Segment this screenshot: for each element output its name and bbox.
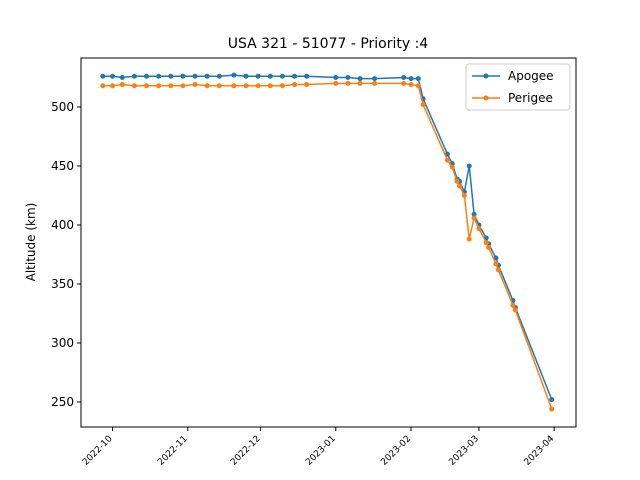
marker [204,73,210,79]
marker [408,82,414,88]
x-tick-label: 2023-01 [304,434,338,468]
marker [420,102,426,108]
marker [444,157,450,163]
marker [216,83,222,89]
marker [243,83,249,89]
marker [156,83,162,89]
y-axis-label: Altitude (km) [24,203,38,282]
y-tick-label: 250 [51,395,74,409]
marker [449,164,455,170]
chart-title: USA 321 - 51077 - Priority :4 [228,36,429,52]
marker [457,183,463,189]
marker [279,83,285,89]
marker [345,74,351,80]
marker [180,83,186,89]
marker [461,192,467,198]
marker [292,73,298,79]
marker [231,83,237,89]
marker [471,215,477,221]
marker [100,83,106,89]
marker [345,80,351,86]
marker [216,73,222,79]
marker [512,307,518,313]
marker [510,302,516,308]
marker [549,406,555,412]
legend-marker [483,73,489,79]
line [102,82,553,410]
marker [192,73,198,79]
marker [454,178,460,184]
marker [231,72,237,78]
marker [304,82,310,88]
marker [255,73,261,79]
y-tick-label: 500 [51,100,74,114]
marker [110,83,116,89]
marker [333,80,339,86]
marker [372,76,378,82]
marker [279,73,285,79]
marker [549,397,555,403]
legend-marker [483,95,489,101]
x-tick-label: 2022-10 [81,434,115,468]
series [100,72,555,403]
marker [466,163,472,169]
marker [131,83,137,89]
marker [110,73,116,79]
marker [471,211,477,217]
marker [180,73,186,79]
marker [401,74,407,80]
legend-label: Apogee [508,69,554,83]
marker [267,83,273,89]
marker [415,83,421,89]
marker [156,73,162,79]
x-tick-label: 2022-11 [156,434,190,468]
y-tick-label: 400 [51,218,74,232]
marker [204,83,210,89]
marker [372,80,378,86]
marker [168,73,174,79]
marker [476,226,482,232]
marker [415,76,421,82]
y-tick-label: 450 [51,159,74,173]
marker [495,267,501,273]
marker [408,76,414,82]
marker [292,82,298,88]
marker [483,240,489,246]
marker [168,83,174,89]
marker [466,236,472,242]
marker [131,73,137,79]
marker [267,73,273,79]
y-tick-label: 300 [51,336,74,350]
marker [192,82,198,88]
x-tick-label: 2023-04 [523,434,557,468]
plot-area [80,57,577,428]
x-tick-label: 2023-02 [379,434,413,468]
x-tick-label: 2023-03 [447,434,481,468]
marker [119,82,125,88]
marker [243,73,249,79]
x-tick-label: 2022-12 [229,434,263,468]
marker [493,261,499,267]
marker [357,80,363,86]
marker [333,74,339,80]
series [100,80,555,412]
marker [100,73,106,79]
marker [401,80,407,86]
marker [486,244,492,250]
marker [119,74,125,80]
marker [144,73,150,79]
marker [304,73,310,79]
marker [255,83,261,89]
legend-label: Perigee [508,91,553,105]
marker [357,76,363,82]
y-tick-label: 350 [51,277,74,291]
marker [144,83,150,89]
